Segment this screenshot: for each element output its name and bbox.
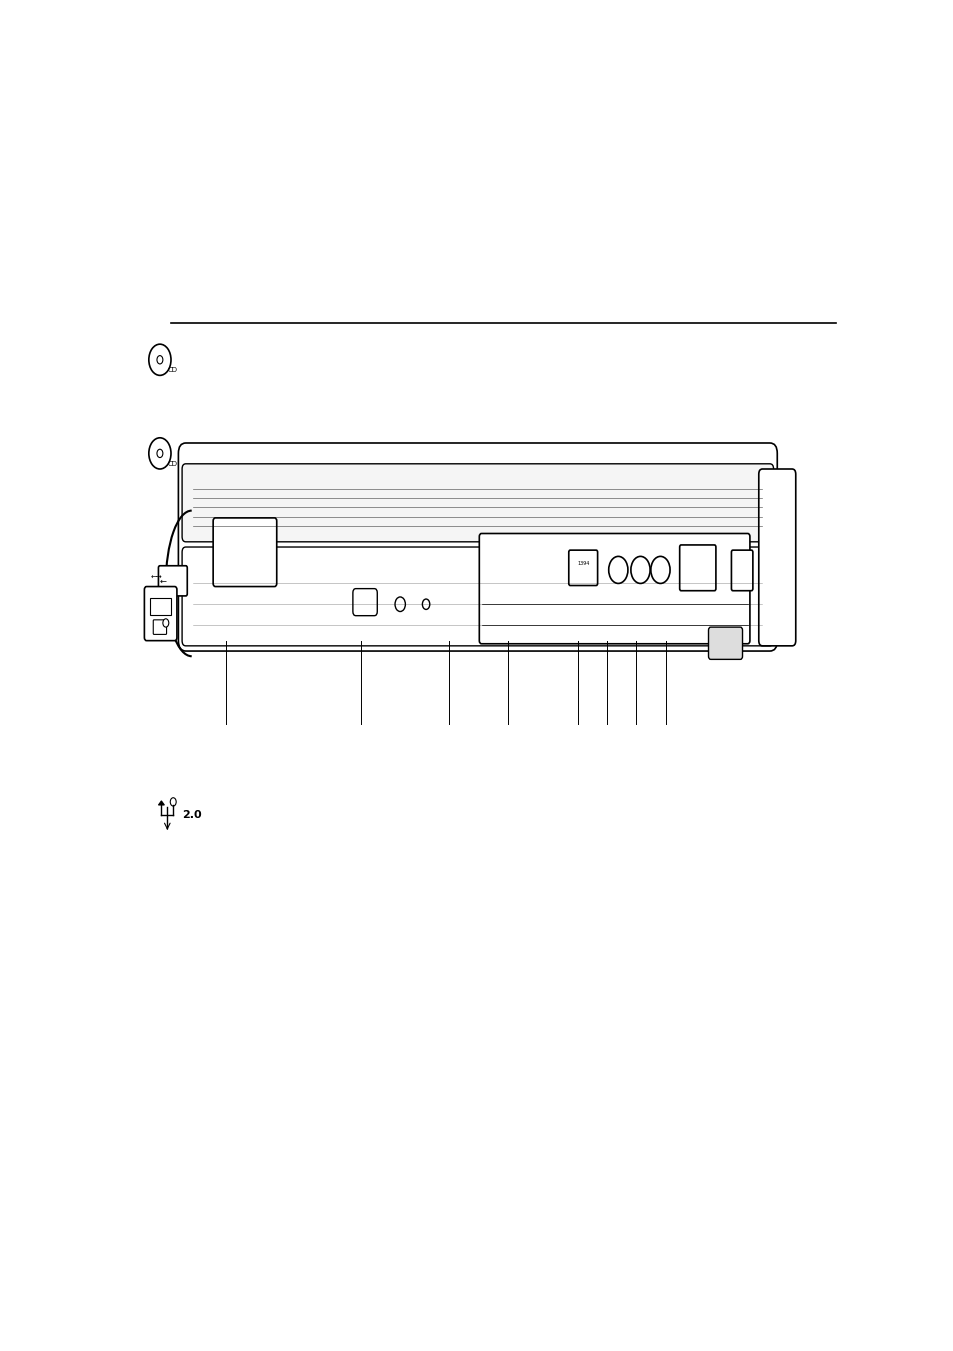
- FancyBboxPatch shape: [708, 627, 741, 659]
- Circle shape: [608, 557, 627, 584]
- Text: CD: CD: [167, 367, 177, 373]
- Circle shape: [157, 450, 163, 458]
- Circle shape: [149, 345, 171, 376]
- Circle shape: [163, 619, 169, 627]
- FancyBboxPatch shape: [353, 589, 376, 616]
- FancyBboxPatch shape: [213, 517, 276, 586]
- FancyBboxPatch shape: [568, 550, 597, 585]
- FancyBboxPatch shape: [731, 550, 752, 590]
- Circle shape: [170, 797, 176, 807]
- FancyBboxPatch shape: [178, 443, 777, 651]
- Text: 1394: 1394: [577, 561, 589, 566]
- FancyBboxPatch shape: [182, 463, 773, 542]
- Circle shape: [650, 557, 669, 584]
- FancyBboxPatch shape: [144, 586, 176, 640]
- Polygon shape: [158, 801, 164, 805]
- FancyBboxPatch shape: [182, 547, 773, 646]
- Circle shape: [630, 557, 649, 584]
- Circle shape: [149, 438, 171, 469]
- FancyBboxPatch shape: [679, 544, 715, 590]
- Bar: [151, 598, 171, 615]
- Circle shape: [395, 597, 405, 612]
- FancyBboxPatch shape: [478, 534, 749, 644]
- Circle shape: [157, 355, 163, 363]
- Text: 2.0: 2.0: [182, 811, 201, 820]
- Text: ←: ←: [160, 577, 167, 586]
- Text: CD: CD: [167, 461, 177, 467]
- FancyBboxPatch shape: [153, 620, 167, 635]
- FancyBboxPatch shape: [758, 469, 795, 646]
- Text: ←→: ←→: [151, 576, 162, 581]
- Circle shape: [422, 598, 429, 609]
- FancyBboxPatch shape: [158, 566, 187, 596]
